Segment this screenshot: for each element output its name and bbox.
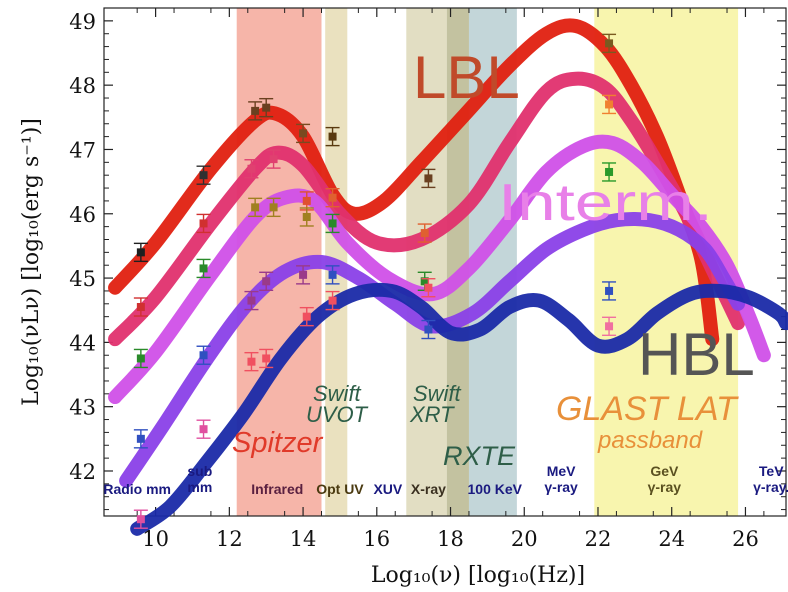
data-point	[270, 203, 278, 211]
y-tick-label: 48	[69, 74, 96, 98]
data-point	[605, 39, 613, 47]
data-point	[247, 297, 255, 305]
data-point	[605, 100, 613, 108]
energy-label-5: X-ray	[411, 481, 446, 497]
data-point	[605, 287, 613, 295]
data-point	[424, 326, 432, 334]
data-point	[251, 203, 259, 211]
data-point	[200, 351, 208, 359]
data-point	[329, 271, 337, 279]
band-label-swift-xrt-2: XRT	[409, 402, 455, 427]
data-point	[329, 133, 337, 141]
curve-label-interm: Interm.	[498, 174, 713, 232]
data-point	[137, 248, 145, 256]
x-tick-label: 22	[585, 527, 612, 551]
x-tick-label: 16	[363, 527, 390, 551]
y-tick-label: 46	[69, 203, 96, 227]
data-point	[137, 435, 145, 443]
energy-label-0: Radio mm	[103, 481, 171, 497]
energy-label-1: mm	[187, 479, 212, 495]
y-tick-label: 42	[69, 460, 96, 484]
energy-label-7: γ-ray	[544, 479, 578, 495]
x-tick-label: 14	[290, 527, 317, 551]
band-label-swift-uvot-2: UVOT	[306, 402, 369, 427]
band-label-glast-1: GLAST LAT	[556, 390, 739, 428]
energy-label-7: MeV	[547, 463, 576, 479]
data-point	[262, 354, 270, 362]
data-point	[137, 303, 145, 311]
y-tick-label: 44	[69, 331, 96, 355]
energy-label-8: γ-ray	[648, 479, 682, 495]
band-label-rxte: RXTE	[443, 441, 516, 471]
energy-label-8: GeV	[650, 463, 679, 479]
data-point	[303, 213, 311, 221]
x-tick-label: 24	[658, 527, 685, 551]
energy-label-6: 100 KeV	[468, 481, 523, 497]
data-point	[299, 271, 307, 279]
data-point	[329, 194, 337, 202]
energy-label-3: Opt UV	[316, 481, 364, 497]
data-point	[299, 129, 307, 137]
data-point	[200, 171, 208, 179]
energy-label-1: sub	[187, 463, 212, 479]
x-tick-label: 26	[732, 527, 759, 551]
data-point	[247, 358, 255, 366]
data-point	[251, 107, 259, 115]
band-label-spitzer: Spitzer	[232, 427, 324, 459]
data-point	[605, 322, 613, 330]
y-tick-label: 47	[69, 138, 96, 162]
data-point	[424, 174, 432, 182]
x-axis-title: Log₁₀(ν) [log₁₀(Hz)]	[371, 563, 585, 588]
y-tick-label: 43	[69, 396, 96, 420]
x-tick-label: 10	[142, 527, 169, 551]
y-axis-title: Log₁₀(νLν) [log₁₀(erg s⁻¹)]	[19, 118, 44, 406]
x-tick-label: 20	[511, 527, 538, 551]
data-point	[421, 229, 429, 237]
data-point	[303, 197, 311, 205]
data-point	[329, 297, 337, 305]
data-point	[303, 313, 311, 321]
curve-label-lbl: LBL	[413, 44, 520, 111]
x-tick-label: 18	[437, 527, 464, 551]
data-point	[247, 165, 255, 173]
energy-label-4: XUV	[373, 481, 402, 497]
data-point	[262, 277, 270, 285]
y-tick-label: 49	[69, 10, 96, 34]
energy-label-9: TeV	[759, 463, 784, 479]
data-point	[200, 219, 208, 227]
data-point	[329, 219, 337, 227]
x-tick-label: 12	[216, 527, 243, 551]
data-point	[424, 284, 432, 292]
data-point	[200, 264, 208, 272]
band-label-glast-2: passband	[597, 427, 703, 454]
y-tick-label: 45	[69, 267, 96, 291]
data-point	[262, 104, 270, 112]
data-point	[137, 354, 145, 362]
data-point	[200, 425, 208, 433]
curve-label-hbl: HBL	[638, 321, 755, 388]
energy-label-9: γ-ray.	[753, 479, 788, 495]
data-point	[137, 515, 145, 523]
energy-label-2: Infrared	[251, 481, 303, 497]
data-point	[270, 155, 278, 163]
